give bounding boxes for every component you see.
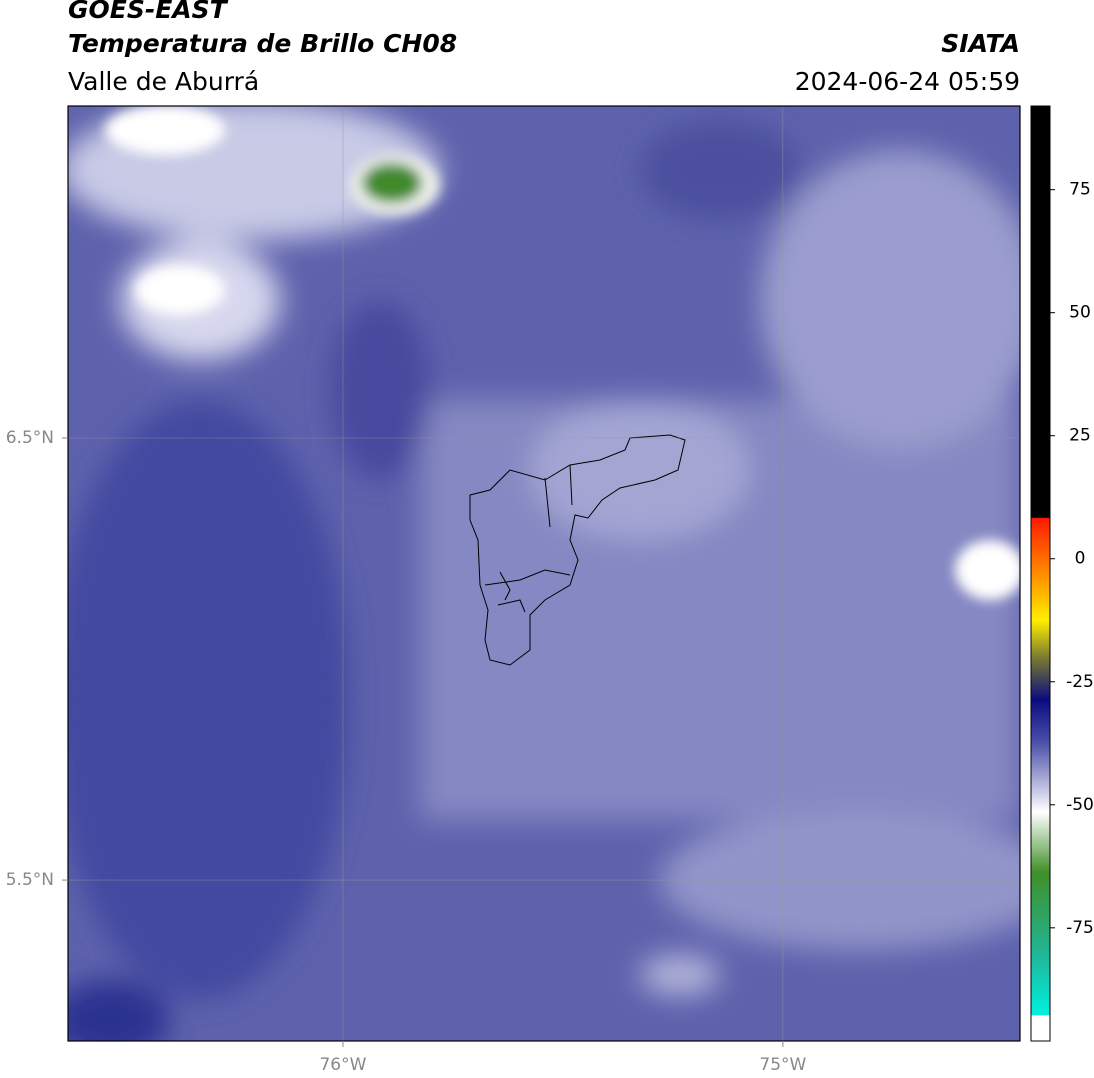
datetime: 2024-06-24 05:59 — [795, 67, 1020, 96]
valley-boundary — [469, 434, 686, 666]
colorbar-tick-label: 75 — [1069, 180, 1091, 200]
subtitle: Temperatura de Brillo CH08 — [68, 29, 457, 58]
colorbar — [1030, 105, 1051, 1042]
x-tick-label: 76°W — [319, 1055, 366, 1075]
colorbar-tick-label: -50 — [1066, 795, 1094, 815]
graticule — [68, 106, 1020, 1041]
colorbar-tick-label: 25 — [1069, 426, 1091, 446]
colorbar-tick-label: -25 — [1066, 672, 1094, 692]
colorbar-tick-label: 50 — [1069, 303, 1091, 323]
region: Valle de Aburrá — [68, 67, 259, 96]
y-tick-label: 6.5°N — [6, 428, 54, 448]
y-tick-label: 5.5°N — [6, 870, 54, 890]
colorbar-tick-label: 0 — [1075, 549, 1086, 569]
x-tick-label: 75°W — [759, 1055, 806, 1075]
colorbar-tick-label: -75 — [1066, 918, 1094, 938]
map-frame — [67, 105, 1021, 1042]
satellite-field — [68, 106, 1020, 1041]
title: GOES-EAST — [68, 0, 229, 24]
source: SIATA — [941, 29, 1020, 58]
